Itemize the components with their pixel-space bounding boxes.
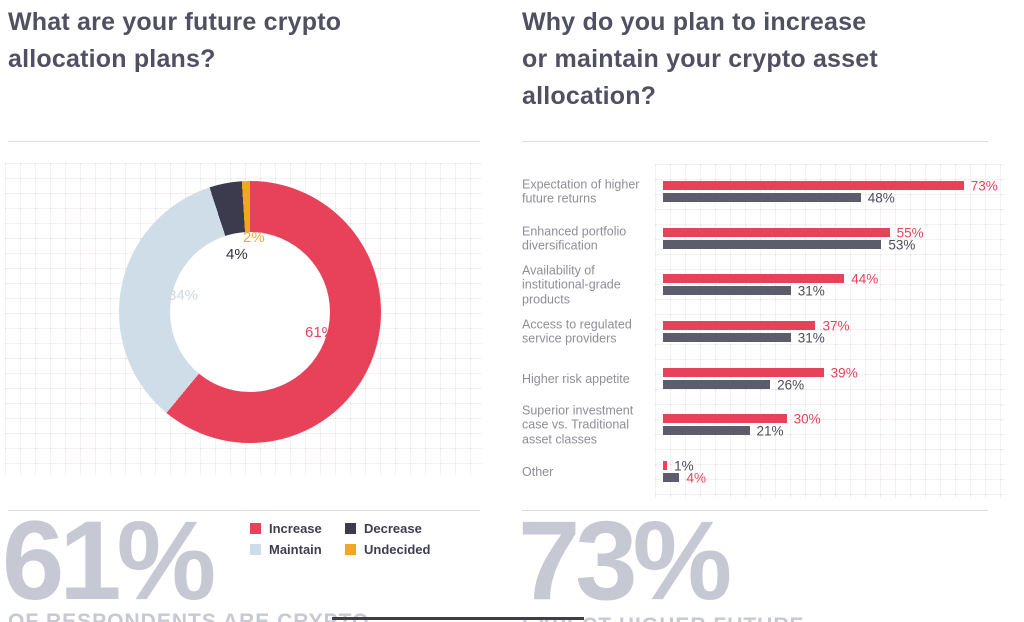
- right-title-line-2: or maintain your crypto asset: [522, 45, 878, 73]
- bar-value-red: 37%: [822, 318, 850, 333]
- bar-row-label: Other: [522, 464, 554, 479]
- bottom-rule: [332, 617, 584, 620]
- legend-swatch-undecided: [345, 543, 356, 555]
- legend-label: Undecided: [364, 541, 431, 557]
- left-top-divider: [8, 141, 480, 142]
- bar-dark-gray: 31%: [663, 283, 825, 298]
- bar-row-label: Expectation of higher future returns: [522, 177, 640, 206]
- right-top-divider: [522, 141, 988, 142]
- bar-value-dark-gray: 26%: [777, 377, 805, 392]
- bar-group: 55% 53%: [663, 225, 924, 252]
- bar-value-red: 30%: [793, 411, 821, 426]
- right-big-stat-caption: EXPECT HIGHER FUTURE: [522, 614, 805, 622]
- bar-group: 44% 31%: [663, 271, 878, 298]
- bar-row-label: Superior investment case vs. Traditional…: [522, 402, 634, 446]
- bar-red: 1%: [663, 458, 694, 473]
- bar-red: 37%: [663, 318, 849, 333]
- bar-value-dark-gray: 53%: [888, 237, 916, 252]
- legend-swatch-increase: [250, 522, 261, 534]
- left-big-stat-caption: OF RESPONDENTS ARE CRYPTO: [8, 610, 370, 622]
- bar-red: 39%: [663, 365, 858, 380]
- bar-value-red: 55%: [896, 225, 924, 240]
- left-big-stat: 61%: [2, 498, 216, 622]
- legend-item-maintain: Maintain: [250, 541, 345, 557]
- right-title-line-1: Why do you plan to increase: [522, 8, 867, 36]
- bar-dark-gray: 31%: [663, 330, 825, 345]
- right-title-line-3: allocation?: [522, 82, 657, 110]
- right-big-stat: 73%: [518, 498, 732, 622]
- legend-item-decrease: Decrease: [345, 520, 430, 536]
- bar-group: 1% 4%: [663, 458, 706, 485]
- legend-item-undecided: Undecided: [345, 541, 431, 557]
- left-panel-title: What are your future crypto allocation pl…: [8, 4, 438, 78]
- bar-row-label: Availability of institutional-grade prod…: [522, 262, 621, 306]
- bar-group: 37% 31%: [663, 318, 849, 345]
- bar-group: 39% 26%: [663, 365, 858, 392]
- legend-label: Increase: [269, 520, 322, 536]
- bar-value-red: 39%: [830, 365, 858, 380]
- bar-red: 55%: [663, 225, 924, 240]
- bar-row-label: Enhanced portfolio diversification: [522, 224, 627, 253]
- donut-slice-label-maintain: 34%: [168, 287, 199, 304]
- donut-legend: Increase Decrease Maintain Undecided: [250, 520, 431, 557]
- bar-group: 30% 21%: [663, 411, 821, 438]
- left-bottom-divider: [8, 510, 480, 511]
- right-chart-pattern-background: [655, 164, 1006, 498]
- legend-swatch-maintain: [250, 543, 261, 555]
- bar-dark-gray: 48%: [663, 190, 895, 205]
- donut-chart: 61% 34% 4% 2%: [119, 181, 381, 443]
- bar-red: 30%: [663, 411, 821, 426]
- bar-value-dark-gray: 48%: [867, 190, 895, 205]
- bar-value-dark-gray: 4%: [686, 470, 706, 485]
- legend-item-increase: Increase: [250, 520, 345, 536]
- legend-label: Maintain: [269, 541, 322, 557]
- bar-value-red: 44%: [851, 271, 879, 286]
- right-panel-title: Why do you plan to increase or maintain y…: [522, 4, 962, 115]
- left-title-line-1: What are your future crypto: [8, 8, 342, 36]
- legend-swatch-decrease: [345, 522, 356, 534]
- bar-row-label: Access to regulated service providers: [522, 317, 632, 346]
- legend-label: Decrease: [364, 520, 422, 536]
- left-title-line-2: allocation plans?: [8, 45, 216, 73]
- bar-row-label: Higher risk appetite: [522, 371, 630, 386]
- bar-group: 73% 48%: [663, 178, 998, 205]
- bar-value-dark-gray: 21%: [756, 423, 784, 438]
- bar-value-red: 73%: [970, 178, 998, 193]
- bar-red: 44%: [663, 271, 878, 286]
- donut-slice-label-decrease: 4%: [226, 246, 248, 263]
- bar-dark-gray: 26%: [663, 377, 804, 392]
- donut-slice-label-undecided: 2%: [243, 229, 265, 246]
- bar-dark-gray: 4%: [663, 470, 706, 485]
- bar-red: 73%: [663, 178, 998, 193]
- donut-hole: [170, 232, 330, 392]
- bar-value-dark-gray: 31%: [797, 283, 825, 298]
- bar-value-dark-gray: 31%: [797, 330, 825, 345]
- bar-value-red: 1%: [674, 458, 694, 473]
- bar-dark-gray: 53%: [663, 237, 915, 252]
- right-bottom-divider: [522, 510, 988, 511]
- donut-slice-label-increase: 61%: [305, 324, 336, 341]
- bar-dark-gray: 21%: [663, 423, 784, 438]
